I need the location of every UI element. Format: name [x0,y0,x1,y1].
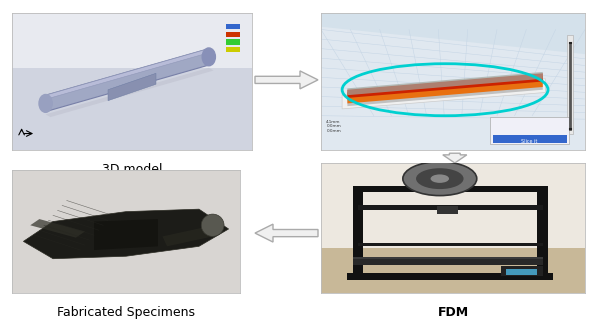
Bar [353,259,543,265]
Bar [506,269,538,275]
Ellipse shape [202,48,215,66]
Ellipse shape [416,168,464,189]
FancyArrow shape [255,71,318,89]
Text: Slicing 3D model: Slicing 3D model [394,163,512,176]
FancyArrow shape [443,153,467,163]
Bar [353,186,548,192]
Polygon shape [23,209,229,259]
Polygon shape [163,227,212,246]
Bar [358,243,543,246]
Bar [226,24,240,29]
Bar [490,117,569,144]
Polygon shape [94,219,158,250]
Polygon shape [30,219,85,238]
Ellipse shape [431,174,449,183]
Bar [434,176,445,192]
Polygon shape [12,13,252,68]
Polygon shape [12,68,252,150]
Bar [226,32,240,37]
Bar [347,273,553,280]
Bar [321,248,585,293]
Polygon shape [347,82,543,106]
Bar [493,135,566,143]
Polygon shape [321,13,585,54]
Bar [566,35,573,134]
Text: Slice it: Slice it [521,139,538,143]
Bar [353,257,543,259]
Ellipse shape [201,214,224,236]
Polygon shape [46,49,214,98]
Bar [500,266,543,276]
Bar [353,186,363,275]
Polygon shape [46,68,214,117]
Bar [226,39,240,45]
Polygon shape [347,73,543,98]
Polygon shape [347,72,543,95]
Text: 3D model: 3D model [102,163,162,176]
Polygon shape [342,79,545,109]
Ellipse shape [403,162,477,196]
Bar [538,186,548,275]
Polygon shape [347,76,543,103]
Bar [437,206,458,214]
Ellipse shape [39,95,52,112]
Bar [358,205,543,210]
Polygon shape [46,49,209,111]
Text: Fabricated Specimens: Fabricated Specimens [57,306,195,319]
Text: FDM: FDM [437,306,469,319]
FancyArrow shape [255,224,318,242]
Bar [226,47,240,52]
Text: 4.1mm
0.0mm
0.0mm: 4.1mm 0.0mm 0.0mm [326,120,341,133]
Polygon shape [108,73,156,101]
